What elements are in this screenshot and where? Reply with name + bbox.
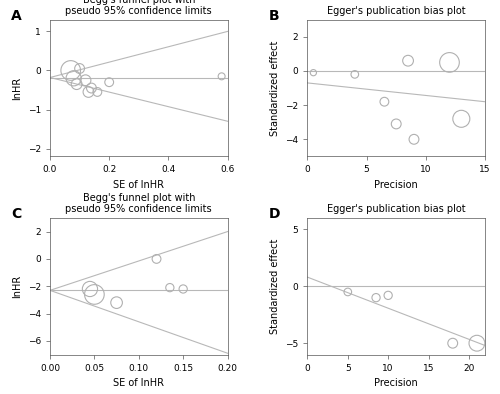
Point <box>76 65 84 72</box>
Point <box>232 290 240 296</box>
Text: C: C <box>11 207 21 221</box>
Point <box>70 75 78 82</box>
Y-axis label: Standardized effect: Standardized effect <box>270 40 280 136</box>
X-axis label: Precision: Precision <box>374 378 418 388</box>
X-axis label: SE of lnHR: SE of lnHR <box>114 378 164 388</box>
Point <box>404 58 412 64</box>
Point <box>351 71 359 78</box>
Text: B: B <box>268 9 279 23</box>
Point <box>105 79 113 85</box>
Point <box>90 291 98 297</box>
Point <box>310 69 318 76</box>
Title: Egger's publication bias plot: Egger's publication bias plot <box>327 6 466 16</box>
Text: A: A <box>11 9 22 23</box>
Title: Begg's funnel plot with
pseudo 95% confidence limits: Begg's funnel plot with pseudo 95% confi… <box>66 0 212 16</box>
Point <box>344 289 352 295</box>
Point <box>82 77 90 84</box>
Point <box>372 294 380 301</box>
Point <box>392 121 400 127</box>
Point <box>458 116 466 122</box>
Point <box>179 286 187 292</box>
Point <box>66 67 74 74</box>
Point <box>72 81 80 87</box>
Title: Begg's funnel plot with
pseudo 95% confidence limits: Begg's funnel plot with pseudo 95% confi… <box>66 193 212 214</box>
Y-axis label: lnHR: lnHR <box>12 275 22 298</box>
Point <box>166 284 174 291</box>
Point <box>84 89 92 95</box>
Point <box>86 286 94 292</box>
Point <box>473 340 481 346</box>
Point <box>410 136 418 143</box>
X-axis label: SE of lnHR: SE of lnHR <box>114 180 164 190</box>
Point <box>446 59 454 65</box>
Y-axis label: lnHR: lnHR <box>12 76 22 100</box>
Point <box>88 85 96 91</box>
Point <box>112 299 120 306</box>
Point <box>448 340 456 346</box>
Point <box>384 292 392 299</box>
Point <box>380 98 388 105</box>
Text: D: D <box>268 207 280 221</box>
Point <box>94 89 102 95</box>
Point <box>218 73 226 80</box>
Y-axis label: Standardized effect: Standardized effect <box>270 238 280 334</box>
X-axis label: Precision: Precision <box>374 180 418 190</box>
Point <box>152 256 160 262</box>
Title: Egger's publication bias plot: Egger's publication bias plot <box>327 204 466 214</box>
